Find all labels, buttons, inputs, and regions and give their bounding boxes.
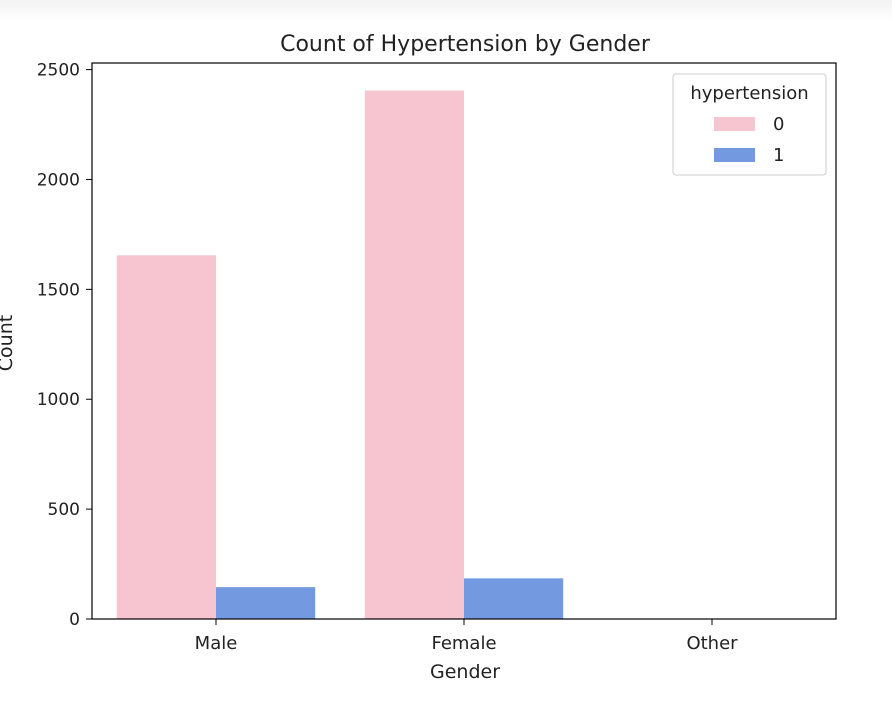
- y-tick-label: 2500: [37, 61, 80, 81]
- legend-label-1: 1: [773, 145, 784, 166]
- axes-frame: [91, 62, 837, 620]
- bar-male-series-1: [216, 587, 316, 619]
- x-tick-label-female: Female: [431, 633, 496, 654]
- legend: hypertension 0 1: [672, 73, 827, 176]
- bar-female-series-1: [464, 578, 564, 619]
- legend-swatch-1: [714, 148, 755, 162]
- y-tick-label: 500: [48, 500, 80, 520]
- bars-layer: [116, 90, 712, 620]
- window-top-bar: [0, 0, 892, 22]
- x-axis-label: Gender: [430, 661, 500, 683]
- ticks-layer: 0 500 1000 1500 2000 2500 Male Female Other: [37, 61, 738, 654]
- bar-female-series-0: [364, 90, 464, 620]
- y-tick-label: 2000: [37, 170, 80, 190]
- y-tick-label: 1000: [37, 390, 80, 410]
- y-axis-label: Count: [0, 315, 17, 371]
- x-tick-label-male: Male: [195, 633, 238, 654]
- legend-title: hypertension: [690, 83, 808, 104]
- y-tick-label: 1500: [37, 280, 80, 300]
- bar-male-series-0: [116, 255, 216, 620]
- y-tick-label: 0: [69, 610, 80, 630]
- x-tick-label-other: Other: [686, 633, 738, 654]
- legend-label-0: 0: [773, 114, 784, 135]
- legend-swatch-0: [714, 117, 755, 131]
- chart-title: Count of Hypertension by Gender: [280, 32, 651, 57]
